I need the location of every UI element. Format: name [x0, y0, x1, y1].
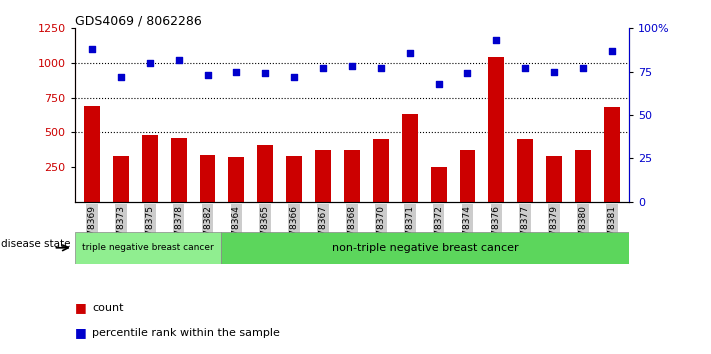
Bar	[220, 232, 629, 264]
Point	[491, 38, 502, 43]
Point	[404, 50, 415, 56]
Point	[144, 60, 156, 66]
Point	[317, 65, 328, 71]
Bar	[518, 139, 533, 202]
Bar	[113, 156, 129, 202]
Text: GSM678371: GSM678371	[405, 205, 415, 260]
Text: triple negative breast cancer: triple negative breast cancer	[82, 243, 213, 252]
Text: count: count	[92, 303, 124, 313]
Bar	[200, 155, 215, 202]
Bar	[287, 156, 302, 202]
Point	[346, 64, 358, 69]
Text: GSM678380: GSM678380	[579, 205, 587, 260]
Bar	[228, 158, 245, 202]
Text: GSM678370: GSM678370	[376, 205, 385, 260]
Point	[202, 72, 213, 78]
Text: GSM678376: GSM678376	[492, 205, 501, 260]
Bar	[75, 232, 220, 264]
Text: GSM678366: GSM678366	[289, 205, 299, 260]
Point	[115, 74, 127, 80]
Bar	[402, 114, 417, 202]
Text: GSM678369: GSM678369	[87, 205, 97, 260]
Text: GSM678367: GSM678367	[319, 205, 328, 260]
Text: GSM678378: GSM678378	[174, 205, 183, 260]
Point	[260, 70, 271, 76]
Text: non-triple negative breast cancer: non-triple negative breast cancer	[331, 243, 518, 253]
Text: GSM678375: GSM678375	[145, 205, 154, 260]
Text: GSM678365: GSM678365	[261, 205, 269, 260]
Bar	[575, 150, 591, 202]
Bar	[459, 150, 476, 202]
Text: GSM678373: GSM678373	[117, 205, 125, 260]
Bar	[315, 150, 331, 202]
Text: GSM678381: GSM678381	[607, 205, 616, 260]
Text: disease state: disease state	[1, 239, 71, 249]
Bar	[431, 167, 447, 202]
Point	[606, 48, 618, 54]
Text: GSM678364: GSM678364	[232, 205, 241, 260]
Point	[577, 65, 589, 71]
Text: GSM678368: GSM678368	[348, 205, 356, 260]
Point	[86, 46, 97, 52]
Point	[230, 69, 242, 75]
Bar	[488, 57, 504, 202]
Text: percentile rank within the sample: percentile rank within the sample	[92, 328, 280, 338]
Bar	[84, 106, 100, 202]
Bar	[257, 145, 273, 202]
Bar	[373, 139, 389, 202]
Point	[173, 57, 184, 62]
Point	[433, 81, 444, 87]
Text: GSM678379: GSM678379	[550, 205, 559, 260]
Bar	[546, 156, 562, 202]
Bar	[171, 138, 186, 202]
Point	[520, 65, 531, 71]
Text: GDS4069 / 8062286: GDS4069 / 8062286	[75, 14, 201, 27]
Text: GSM678372: GSM678372	[434, 205, 443, 260]
Point	[289, 74, 300, 80]
Point	[375, 65, 387, 71]
Text: GSM678377: GSM678377	[520, 205, 530, 260]
Point	[462, 70, 474, 76]
Point	[548, 69, 560, 75]
Bar	[141, 135, 158, 202]
Text: ■: ■	[75, 302, 87, 314]
Text: ■: ■	[75, 326, 87, 339]
Text: GSM678374: GSM678374	[463, 205, 472, 260]
Bar	[604, 107, 620, 202]
Text: GSM678382: GSM678382	[203, 205, 212, 260]
Bar	[344, 150, 360, 202]
